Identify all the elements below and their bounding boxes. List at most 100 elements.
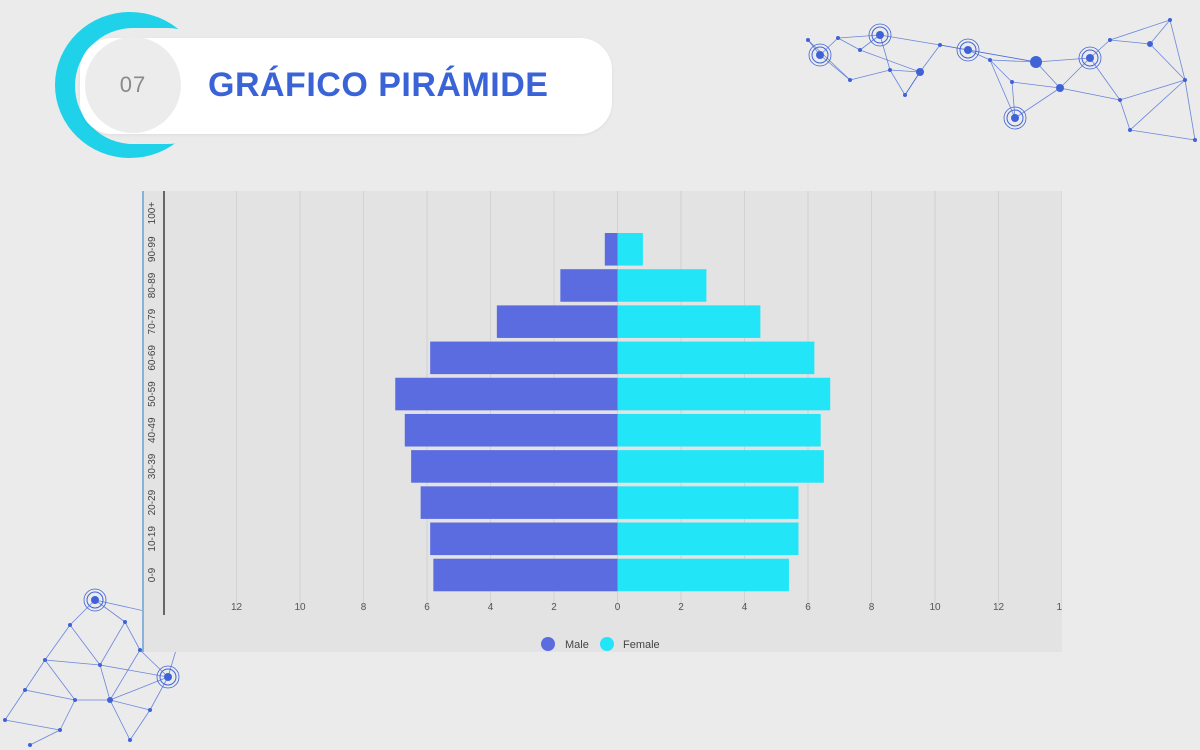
male-bar bbox=[430, 522, 618, 556]
x-tick-label: 10 bbox=[294, 602, 306, 613]
network-node bbox=[938, 43, 942, 47]
network-node-ring bbox=[1081, 49, 1099, 67]
female-bar bbox=[617, 233, 643, 266]
network-link bbox=[99, 621, 126, 666]
network-node bbox=[148, 708, 152, 712]
network-node bbox=[1010, 80, 1014, 84]
network-link bbox=[24, 689, 76, 701]
network-link bbox=[1059, 87, 1121, 101]
network-node bbox=[816, 51, 824, 59]
network-node-ring bbox=[1003, 106, 1027, 130]
network-node bbox=[1056, 84, 1064, 92]
network-node bbox=[164, 673, 172, 681]
network-node-ring bbox=[86, 591, 104, 609]
legend-female-label: Female bbox=[623, 639, 660, 651]
network-node bbox=[123, 620, 127, 624]
male-bar bbox=[604, 233, 618, 266]
network-node bbox=[848, 78, 852, 82]
female-bar bbox=[617, 558, 789, 592]
network-link bbox=[59, 699, 76, 731]
male-bar bbox=[404, 413, 618, 447]
x-tick-label: 0 bbox=[615, 602, 621, 613]
network-node bbox=[1086, 54, 1094, 62]
male-bar bbox=[395, 377, 618, 411]
network-link bbox=[124, 621, 141, 651]
male-bar bbox=[420, 486, 618, 519]
network-link bbox=[1149, 19, 1171, 45]
network-link bbox=[859, 49, 921, 73]
network-link bbox=[1119, 79, 1186, 101]
network-link bbox=[819, 54, 851, 81]
network-node bbox=[1030, 56, 1042, 68]
female-bar bbox=[617, 522, 799, 556]
network-link bbox=[1129, 79, 1186, 131]
network-link bbox=[149, 676, 169, 711]
network-node bbox=[98, 663, 102, 667]
legend-male-label: Male bbox=[565, 639, 589, 651]
network-link bbox=[989, 59, 1013, 83]
x-tick-label: 10 bbox=[929, 602, 941, 613]
y-category-label: 50-59 bbox=[147, 381, 158, 407]
network-node bbox=[916, 68, 924, 76]
network-node-ring bbox=[956, 38, 980, 62]
network-node bbox=[836, 36, 840, 40]
y-category-label: 40-49 bbox=[147, 417, 158, 443]
male-bar bbox=[560, 269, 618, 302]
y-category-label: 10-19 bbox=[147, 526, 158, 552]
network-link bbox=[44, 659, 76, 701]
network-link bbox=[919, 44, 941, 73]
network-link bbox=[879, 34, 941, 46]
female-bar bbox=[617, 305, 761, 338]
network-link bbox=[1089, 57, 1121, 101]
network-link bbox=[889, 69, 921, 73]
network-link bbox=[109, 649, 141, 701]
network-node bbox=[68, 623, 72, 627]
female-bar bbox=[617, 341, 815, 375]
x-tick-label: 2 bbox=[678, 602, 684, 613]
network-link bbox=[1014, 87, 1061, 119]
network-link bbox=[807, 39, 851, 81]
x-tick-label: 12 bbox=[231, 602, 243, 613]
network-node-ring bbox=[83, 588, 107, 612]
network-node bbox=[806, 38, 810, 42]
network-link bbox=[967, 49, 991, 61]
y-category-label: 60-69 bbox=[147, 345, 158, 371]
network-link bbox=[1129, 129, 1196, 141]
network-link bbox=[1109, 19, 1171, 41]
network-link bbox=[109, 699, 131, 741]
network-node bbox=[73, 698, 77, 702]
network-link bbox=[99, 664, 169, 678]
network-link bbox=[1089, 39, 1111, 59]
network-node-ring bbox=[868, 23, 892, 47]
network-node bbox=[1147, 41, 1153, 47]
y-category-label: 20-29 bbox=[147, 489, 158, 515]
network-link bbox=[989, 59, 1037, 63]
x-tick-label: 6 bbox=[805, 602, 811, 613]
female-bar bbox=[617, 269, 707, 302]
legend-female-swatch bbox=[600, 637, 614, 651]
network-node bbox=[23, 688, 27, 692]
network-link bbox=[44, 624, 71, 661]
network-link bbox=[849, 69, 891, 81]
network-link bbox=[1011, 81, 1061, 89]
network-node-ring bbox=[156, 665, 180, 689]
network-link bbox=[837, 34, 881, 39]
network-link bbox=[989, 59, 1016, 119]
network-link bbox=[1149, 43, 1186, 81]
network-node-ring bbox=[1078, 46, 1102, 70]
network-node-ring bbox=[811, 46, 829, 64]
network-node bbox=[858, 48, 862, 52]
network-link bbox=[1119, 99, 1131, 131]
network-link bbox=[1169, 19, 1186, 81]
network-link bbox=[24, 659, 46, 691]
x-tick-label: 2 bbox=[551, 602, 557, 613]
y-category-label: 0-9 bbox=[147, 567, 158, 582]
network-link bbox=[889, 69, 906, 96]
network-link bbox=[29, 729, 61, 746]
section-number: 07 bbox=[119, 72, 147, 97]
y-category-label: 90-99 bbox=[147, 236, 158, 262]
female-bar bbox=[617, 413, 821, 447]
network-node bbox=[988, 58, 992, 62]
network-link bbox=[879, 34, 891, 71]
network-node bbox=[1011, 114, 1019, 122]
